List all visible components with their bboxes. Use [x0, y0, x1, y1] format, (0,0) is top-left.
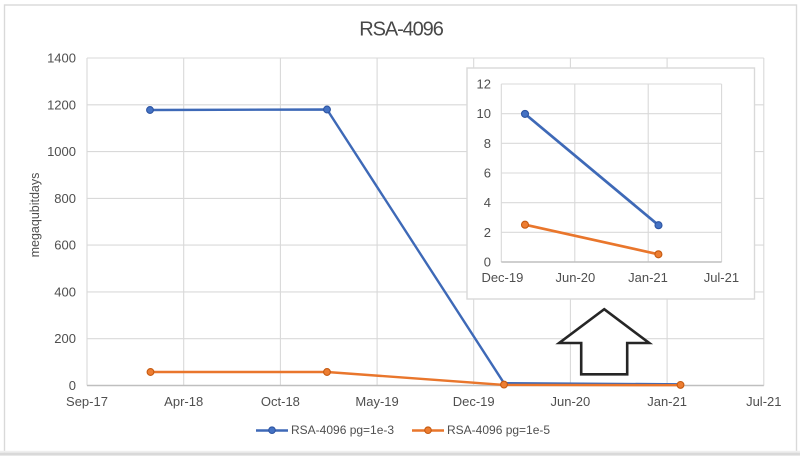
svg-text:Sep-17: Sep-17: [66, 394, 108, 409]
svg-text:1400: 1400: [47, 51, 76, 66]
svg-text:Jul-21: Jul-21: [704, 270, 739, 285]
svg-text:Dec-19: Dec-19: [453, 394, 495, 409]
svg-text:RSA-4096 pg=1e-5: RSA-4096 pg=1e-5: [447, 423, 550, 437]
svg-text:Jan-21: Jan-21: [647, 394, 687, 409]
svg-text:Apr-18: Apr-18: [164, 394, 203, 409]
svg-text:RSA-4096: RSA-4096: [359, 19, 443, 41]
svg-text:1200: 1200: [47, 97, 76, 112]
svg-text:6: 6: [484, 166, 491, 181]
svg-text:4: 4: [484, 195, 491, 210]
svg-text:Jun-20: Jun-20: [551, 394, 591, 409]
svg-text:800: 800: [54, 191, 76, 206]
svg-text:10: 10: [477, 106, 491, 121]
svg-text:megaqubitdays: megaqubitdays: [28, 173, 42, 258]
svg-text:RSA-4096 pg=1e-3: RSA-4096 pg=1e-3: [291, 423, 394, 437]
svg-text:400: 400: [54, 284, 76, 299]
svg-text:2: 2: [484, 225, 491, 240]
svg-text:May-19: May-19: [355, 394, 398, 409]
svg-text:1000: 1000: [47, 144, 76, 159]
svg-text:Jun-20: Jun-20: [556, 270, 596, 285]
svg-text:Jul-21: Jul-21: [746, 394, 781, 409]
svg-text:Dec-19: Dec-19: [481, 270, 523, 285]
svg-text:Jan-21: Jan-21: [628, 270, 668, 285]
svg-text:0: 0: [484, 255, 491, 270]
svg-text:600: 600: [54, 238, 76, 253]
svg-text:Oct-18: Oct-18: [261, 394, 300, 409]
svg-text:12: 12: [477, 77, 491, 92]
svg-text:8: 8: [484, 136, 491, 151]
svg-text:200: 200: [54, 331, 76, 346]
svg-text:0: 0: [69, 378, 76, 393]
